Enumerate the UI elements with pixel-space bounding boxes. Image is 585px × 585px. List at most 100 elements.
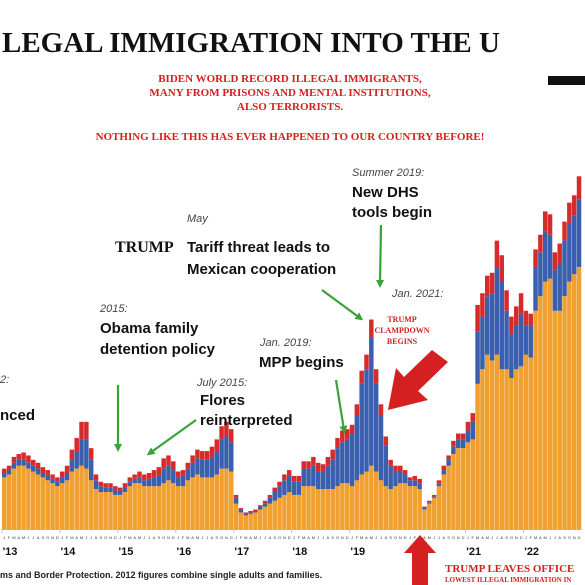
chart-title: LEGAL IMMIGRATION INTO THE U — [2, 27, 500, 59]
bar-segment — [509, 334, 514, 378]
month-label: J — [525, 535, 527, 540]
bar-segment — [436, 483, 442, 487]
bar-segment — [171, 461, 176, 471]
month-label: M — [70, 535, 73, 540]
bar-segment — [344, 483, 350, 530]
month-label: S — [331, 535, 334, 540]
bar-segment — [195, 449, 200, 459]
month-label: S — [273, 535, 276, 540]
bar-segment — [542, 281, 548, 530]
bar-segment — [30, 459, 36, 466]
month-label: A — [307, 535, 310, 540]
bar-segment — [277, 497, 282, 530]
bar-segment — [11, 456, 17, 463]
annotation-text: Mexican cooperation — [187, 261, 336, 278]
bar-segment — [108, 483, 113, 488]
bar-segment — [489, 272, 495, 294]
bar-segment — [475, 304, 480, 332]
bar-segment — [209, 446, 215, 457]
bar-segment — [378, 416, 384, 481]
x-tick-label: '17 — [234, 546, 249, 558]
bar-segment — [277, 481, 282, 487]
month-label: D — [172, 535, 175, 540]
bar-segment — [282, 494, 287, 530]
month-label: A — [423, 535, 426, 540]
bar-segment — [209, 477, 215, 530]
bar-segment — [286, 475, 292, 492]
bar-segment — [296, 475, 302, 482]
bar-segment — [132, 483, 137, 530]
subtitle-line: MANY FROM PRISONS AND MENTAL INSTITUTION… — [149, 87, 430, 99]
bar-segment — [354, 480, 360, 530]
bar-segment — [229, 429, 234, 443]
bar-segment — [373, 383, 379, 472]
month-label: F — [529, 535, 532, 540]
bar-segment — [257, 509, 263, 530]
bar-segment — [69, 471, 75, 530]
bar-segment — [26, 455, 31, 463]
bar-segment — [499, 281, 504, 370]
month-label: O — [278, 535, 281, 540]
annotation-text: BEGINS — [387, 337, 418, 346]
bar-segment — [286, 470, 292, 476]
bar-segment — [40, 473, 46, 478]
month-label: D — [288, 535, 291, 540]
bar-segment — [142, 480, 147, 487]
bar-segment — [427, 500, 432, 503]
bar-segment — [301, 461, 306, 469]
bar-segment — [431, 494, 437, 497]
bar-segment — [441, 470, 447, 475]
bar-segment — [219, 468, 224, 530]
bar-segment — [388, 465, 393, 490]
bar-segment — [533, 266, 538, 311]
month-label: A — [481, 535, 484, 540]
bar-segment — [214, 451, 220, 475]
bar-segment — [513, 369, 519, 530]
bar-segment — [127, 486, 133, 530]
bar-segment — [262, 500, 268, 504]
month-label: S — [157, 535, 160, 540]
bar-segment — [156, 467, 162, 476]
annotation-text: reinterpreted — [200, 412, 293, 429]
bar-segment — [528, 325, 533, 358]
bar-segment — [50, 474, 55, 479]
bar-segment — [349, 486, 355, 530]
bar-segment — [359, 474, 364, 530]
bar-segment — [311, 486, 316, 530]
month-label: J — [3, 535, 5, 540]
bar-segment — [113, 494, 118, 530]
month-label: F — [414, 535, 417, 540]
month-label: J — [235, 535, 237, 540]
month-label: A — [249, 535, 252, 540]
bar-segment — [412, 475, 418, 481]
bar-segment — [431, 497, 437, 530]
bar-segment — [359, 370, 364, 384]
bar-segment — [485, 296, 490, 355]
bar-segment — [233, 497, 239, 504]
bars — [2, 176, 582, 530]
bar-segment — [547, 214, 553, 235]
month-label: J — [322, 535, 324, 540]
bar-segment — [451, 446, 456, 454]
bar-segment — [200, 459, 205, 478]
bar-segment — [325, 465, 331, 490]
month-label: M — [22, 535, 25, 540]
month-label: S — [42, 535, 45, 540]
bar-segment — [253, 509, 258, 511]
green-arrows — [114, 224, 385, 456]
month-label: M — [544, 535, 547, 540]
bar-segment — [59, 477, 65, 484]
month-label: O — [104, 535, 107, 540]
subtitle-line: BIDEN WORLD RECORD ILLEGAL IMMIGRANTS, — [158, 73, 422, 85]
bar-segment — [16, 465, 21, 530]
bar-segment — [113, 490, 118, 495]
bar-segment — [330, 459, 335, 490]
bar-segment — [335, 448, 340, 487]
bar-segment — [272, 500, 277, 530]
bar-segment — [364, 369, 369, 472]
month-label: J — [206, 535, 208, 540]
month-label: A — [211, 535, 214, 540]
bar-segment — [571, 215, 577, 275]
x-tick-label: '15 — [118, 546, 133, 558]
bar-segment — [262, 503, 268, 507]
